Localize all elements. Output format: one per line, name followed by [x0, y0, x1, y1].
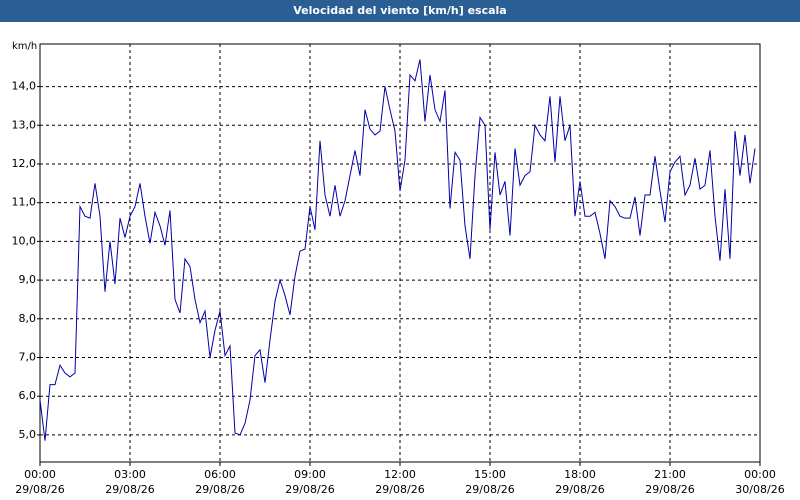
y-tick-label: 13,0: [12, 118, 37, 131]
y-tick-label: 12,0: [12, 157, 37, 170]
y-tick-label: 11,0: [12, 196, 37, 209]
x-tick-label: 29/08/26: [645, 483, 694, 496]
x-tick-label: 00:00: [744, 468, 776, 481]
x-tick-label: 29/08/26: [105, 483, 154, 496]
y-tick-label: 5,0: [19, 428, 37, 441]
chart-title: Velocidad del viento [km/h] escala: [0, 0, 800, 22]
x-tick-label: 15:00: [474, 468, 506, 481]
y-tick-label: 9,0: [19, 273, 37, 286]
y-tick-label: 8,0: [19, 312, 37, 325]
x-tick-label: 29/08/26: [555, 483, 604, 496]
x-tick-label: 30/08/26: [735, 483, 784, 496]
x-tick-label: 29/08/26: [15, 483, 64, 496]
y-tick-label: 6,0: [19, 389, 37, 402]
x-tick-label: 12:00: [384, 468, 416, 481]
x-tick-label: 18:00: [564, 468, 596, 481]
x-tick-label: 29/08/26: [375, 483, 424, 496]
x-tick-label: 09:00: [294, 468, 326, 481]
x-tick-label: 06:00: [204, 468, 236, 481]
x-tick-label: 00:00: [24, 468, 56, 481]
x-tick-label: 21:00: [654, 468, 686, 481]
x-tick-label: 29/08/26: [465, 483, 514, 496]
x-tick-label: 03:00: [114, 468, 146, 481]
y-tick-label: 10,0: [12, 234, 37, 247]
y-tick-label: 14,0: [12, 80, 37, 93]
x-tick-label: 29/08/26: [285, 483, 334, 496]
y-tick-label: 7,0: [19, 351, 37, 364]
plot-border: [39, 43, 761, 463]
data-line: [39, 59, 756, 441]
y-axis-label: km/h: [12, 41, 37, 52]
x-tick-label: 29/08/26: [195, 483, 244, 496]
